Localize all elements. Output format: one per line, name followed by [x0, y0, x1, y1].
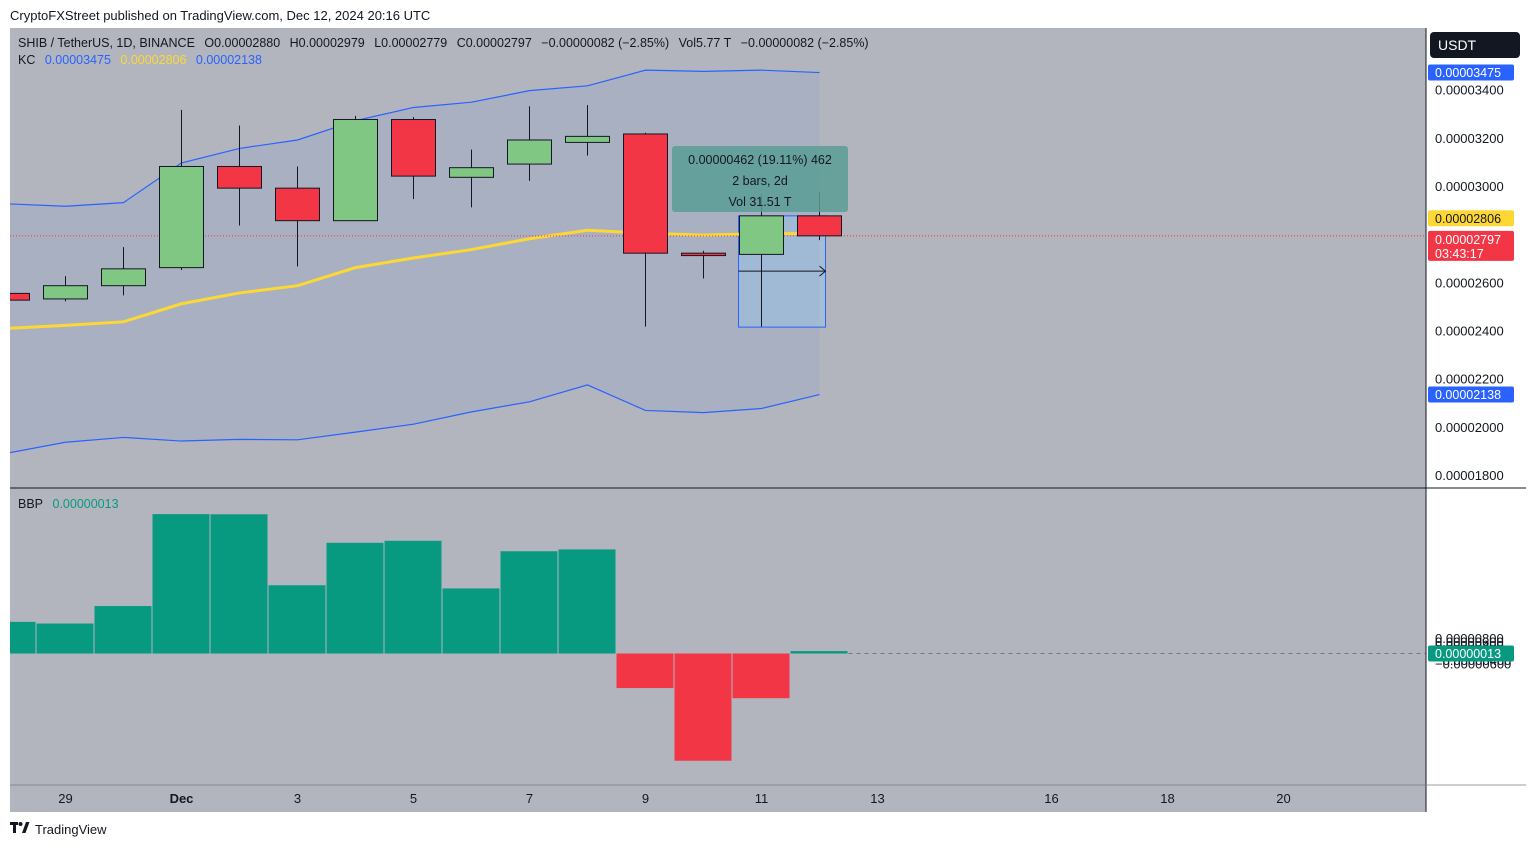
bbp-bar — [384, 540, 442, 654]
candle-body — [507, 139, 552, 165]
measure-tooltip — [672, 146, 848, 212]
bbp-bar — [558, 549, 616, 654]
price-tick-label: 0.00003400 — [1435, 83, 1504, 98]
kc-legend-lower: 0.00002138 — [195, 53, 262, 67]
legend-high: H0.00002979 — [289, 36, 365, 50]
measure-tooltip-volume: Vol 31.51 T — [728, 195, 791, 209]
last-price-label-bg — [1428, 230, 1514, 261]
tradingview-logo-icon — [10, 822, 30, 837]
bbp-legend-name[interactable]: BBP — [18, 497, 44, 511]
kc-legend: KC 0.00003475 0.00002806 0.00002138 — [18, 53, 268, 67]
bbp-bar — [210, 514, 268, 654]
legend-volume: Vol5.77 T — [678, 36, 732, 50]
time-tick-label: 11 — [755, 791, 769, 806]
time-tick-label: 3 — [294, 791, 301, 806]
kc-middle-line — [7, 228, 820, 330]
price-tick-label: 0.00003000 — [1435, 179, 1504, 194]
last-price-label: 0.00002797 — [1435, 233, 1501, 247]
bbp-bar — [152, 514, 210, 654]
legend-symbol[interactable]: SHIB / TetherUS, 1D, BINANCE — [18, 36, 195, 50]
price-tick-label: 0.00001800 — [1435, 468, 1504, 483]
candle-body — [391, 119, 436, 177]
kc-middle-price-label-bg — [1428, 210, 1514, 227]
bbp-legend: BBP 0.00000013 — [18, 497, 125, 511]
bbp-bar — [732, 653, 790, 699]
candle-body — [449, 167, 494, 178]
candle-body — [101, 268, 146, 287]
kc-middle-price-label: 0.00002806 — [1435, 212, 1501, 226]
candle-body — [565, 135, 610, 143]
kc-upper-price-label-bg — [1428, 64, 1514, 81]
bbp-bar — [500, 551, 558, 654]
time-tick-label: Dec — [170, 791, 194, 806]
countdown-label: 03:43:17 — [1435, 247, 1484, 261]
candle-body — [217, 165, 262, 189]
kc-lower-price-label-bg — [1428, 386, 1514, 403]
candle-body — [159, 165, 204, 269]
time-tick-label: 5 — [410, 791, 417, 806]
candle-body — [43, 285, 88, 300]
candle-body — [797, 215, 842, 237]
kc-upper-line — [7, 69, 820, 207]
legend-close: C0.00002797 — [456, 36, 532, 50]
kc-legend-middle: 0.00002806 — [120, 53, 187, 67]
chart-svg[interactable]: 0.00000462 (19.11%) 462 2 bars, 2d Vol 31.… — [0, 28, 1526, 812]
footer-brand-label: TradingView — [35, 822, 107, 837]
bbp-bar — [36, 623, 94, 654]
legend-low: L0.00002779 — [374, 36, 448, 50]
time-tick-label: 7 — [526, 791, 533, 806]
bbp-bar — [94, 606, 152, 654]
kc-lower-price-label: 0.00002138 — [1435, 388, 1501, 402]
candle-body — [333, 119, 378, 222]
candle-body — [623, 133, 668, 254]
bbp-legend-value: 0.00000013 — [52, 497, 119, 511]
legend-vol-change: −0.00000082 (−2.85%) — [740, 36, 869, 50]
bbp-price-label-bg — [1428, 645, 1514, 662]
measure-arrow-head — [819, 265, 827, 277]
candle-body — [275, 187, 320, 222]
measure-tooltip-change: 0.00000462 (19.11%) 462 — [688, 153, 832, 167]
footer-brand[interactable]: TradingView — [10, 822, 107, 837]
price-tick-label: 0.00002600 — [1435, 275, 1504, 290]
bbp-price-label: 0.00000013 — [1435, 647, 1501, 661]
bbp-bar — [326, 542, 384, 654]
kc-legend-upper: 0.00003475 — [44, 53, 111, 67]
price-tick-label: 0.00002000 — [1435, 420, 1504, 435]
time-tick-label: 13 — [870, 791, 884, 806]
price-tick-label: 0.00002400 — [1435, 323, 1504, 338]
candle-body — [0, 292, 30, 301]
kc-lower-line — [7, 384, 820, 454]
price-tick-label: 0.00003200 — [1435, 131, 1504, 146]
legend-open: O0.00002880 — [204, 36, 281, 50]
measure-tooltip-bars: 2 bars, 2d — [732, 174, 788, 188]
price-tick-label: 0.00002200 — [1435, 372, 1504, 387]
chart-frame[interactable]: 0.00000462 (19.11%) 462 2 bars, 2d Vol 31.… — [0, 28, 1526, 812]
time-tick-label: 9 — [642, 791, 649, 806]
publish-line: CryptoFXStreet published on TradingView.… — [10, 8, 431, 23]
kc-legend-name[interactable]: KC — [18, 53, 36, 67]
bbp-bar — [674, 653, 732, 761]
currency-button[interactable]: USDT — [1430, 32, 1520, 58]
time-tick-label: 16 — [1044, 791, 1058, 806]
bbp-bar — [616, 653, 674, 689]
bbp-tick-label: 0.00000800 — [1435, 631, 1504, 646]
candle-body — [681, 252, 726, 257]
kc-band-fill — [7, 70, 820, 454]
bbp-bar — [268, 585, 326, 654]
bbp-bar — [442, 588, 500, 654]
time-tick-label: 20 — [1276, 791, 1290, 806]
bbp-bar — [790, 651, 848, 654]
main-legend: SHIB / TetherUS, 1D, BINANCE O0.00002880… — [18, 36, 875, 50]
candle-body — [739, 215, 784, 255]
bbp-bar — [0, 621, 36, 654]
legend-change: −0.00000082 (−2.85%) — [541, 36, 670, 50]
kc-upper-price-label: 0.00003475 — [1435, 66, 1501, 80]
time-tick-label: 29 — [58, 791, 72, 806]
time-tick-label: 18 — [1160, 791, 1174, 806]
price-axis-background — [1426, 28, 1526, 812]
